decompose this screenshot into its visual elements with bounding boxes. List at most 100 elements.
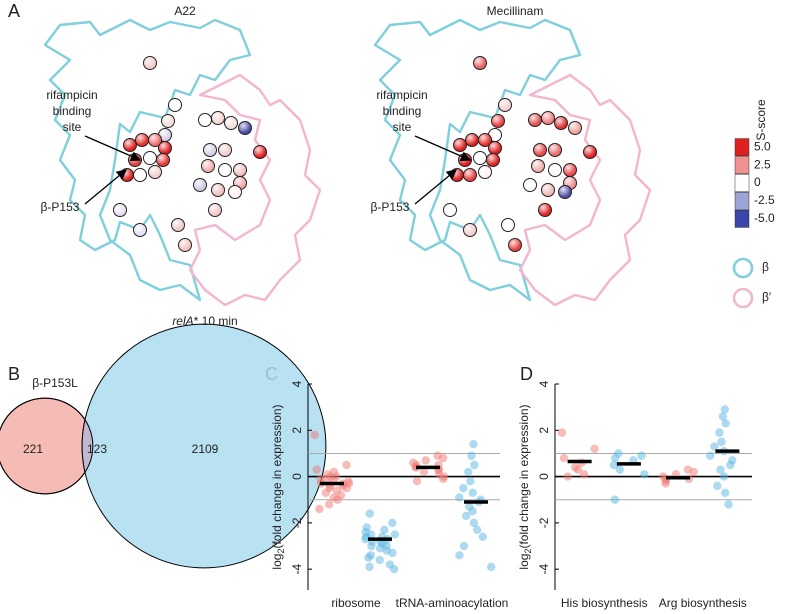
venn-outline [0, 397, 94, 495]
point [459, 541, 469, 551]
structure-outline [43, 18, 322, 307]
point [689, 467, 698, 477]
sphere-highlight [172, 219, 184, 231]
sphere-highlight [234, 164, 246, 176]
sphere-highlight [194, 179, 206, 191]
point [367, 541, 376, 551]
y-tick-label: 0 [537, 473, 551, 480]
point [361, 534, 370, 544]
sphere-highlight [489, 142, 501, 154]
point [315, 504, 324, 514]
panel-label: B [8, 364, 20, 384]
sphere-highlight [212, 184, 224, 196]
venn-label: β-P153L [32, 376, 78, 390]
sphere-highlight [542, 184, 554, 196]
sphere-highlight [159, 129, 171, 141]
spheres [113, 56, 597, 252]
point [439, 474, 448, 484]
sphere-highlight [157, 154, 169, 166]
point [713, 481, 722, 491]
y-tick-label: 2 [290, 427, 304, 434]
y-label-main: log [517, 554, 531, 570]
point [375, 544, 385, 553]
point [365, 562, 374, 572]
sphere-highlight [444, 204, 456, 216]
sphere-highlight [524, 179, 536, 191]
y-tick-label: 2 [537, 427, 551, 434]
point [419, 467, 429, 477]
annotation: site [393, 120, 412, 134]
annotation: binding [53, 104, 92, 118]
arrow [414, 135, 472, 162]
point [637, 451, 646, 460]
colorbar-cell [734, 174, 750, 192]
arrow [84, 169, 128, 205]
point [467, 451, 476, 460]
point [573, 465, 583, 474]
point [412, 477, 422, 486]
sphere-highlight [144, 152, 156, 164]
y-tick-label: -2 [290, 517, 304, 528]
sphere-highlight [489, 129, 501, 141]
sphere-highlight [124, 139, 136, 151]
point [455, 493, 464, 502]
y-tick-label: -4 [290, 564, 304, 575]
sphere-highlight [479, 134, 491, 146]
y-tick-label: 4 [537, 380, 551, 387]
point [312, 465, 321, 474]
annotation: binding [383, 104, 422, 118]
sphere-highlight [474, 152, 486, 164]
legend: β β′ [732, 257, 772, 309]
colorbar-cell [734, 156, 750, 174]
point [411, 463, 421, 472]
sphere-highlight [569, 122, 581, 134]
colorbar-tick-label: 2.5 [754, 157, 771, 171]
point [710, 442, 719, 451]
sphere-highlight [454, 139, 466, 151]
point [726, 460, 735, 470]
sphere-highlight [159, 142, 171, 154]
panel-title: Mecillinam [487, 4, 544, 18]
sphere-highlight [209, 204, 221, 216]
legend-label: β [762, 260, 769, 274]
sphere-highlight [549, 164, 561, 176]
point [640, 470, 649, 479]
point [715, 428, 724, 437]
arrow [84, 135, 142, 162]
legend-label: β′ [762, 290, 772, 304]
sphere-highlight [202, 160, 214, 172]
point [468, 507, 477, 516]
point [455, 551, 464, 560]
sphere-highlight [162, 115, 174, 127]
sphere-highlight [225, 117, 237, 129]
point [310, 430, 319, 440]
point [579, 470, 589, 479]
point [559, 453, 569, 463]
sphere-highlight [114, 204, 126, 216]
panel-label: A [8, 1, 20, 21]
y-label-rest: (fold change in expression) [270, 404, 284, 548]
panel-label: D [520, 364, 533, 384]
point [438, 453, 448, 463]
point [325, 500, 334, 509]
sphere-highlight [529, 114, 541, 126]
y-axis-label: log2(fold change in expression) [517, 404, 533, 569]
sphere-highlight [555, 117, 567, 129]
point [557, 428, 567, 437]
sphere-highlight [149, 134, 161, 146]
point [720, 405, 730, 414]
point [333, 495, 342, 504]
sphere-highlight [212, 112, 224, 124]
point [487, 562, 496, 572]
point [380, 525, 389, 535]
sphere-highlight [492, 115, 504, 127]
y-tick-label: -4 [537, 564, 551, 575]
sphere-highlight [121, 169, 133, 181]
sphere-highlight [219, 144, 231, 156]
sphere-highlight [179, 239, 191, 251]
x-tick-label: tRNA-aminoacylation [396, 596, 509, 610]
point [464, 467, 473, 477]
point [719, 472, 729, 481]
point [388, 518, 397, 528]
point [615, 465, 624, 474]
